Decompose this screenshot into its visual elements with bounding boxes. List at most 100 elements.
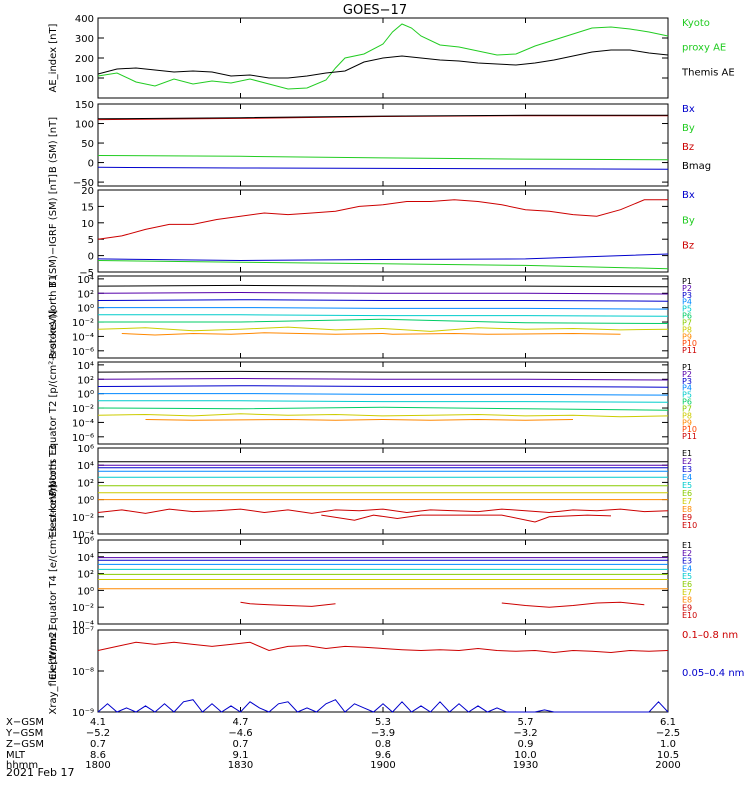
legend-entry: E3 xyxy=(682,465,692,474)
series-line xyxy=(240,601,336,607)
y-tick-label: 10⁻⁶ xyxy=(72,433,94,444)
legend-entry: P6 xyxy=(682,398,692,407)
series-line xyxy=(97,508,669,514)
chart-title: GOES−17 xyxy=(343,3,407,18)
series-line xyxy=(97,260,669,270)
x-row-value: −4.6 xyxy=(228,728,252,739)
y-tick-label: 10⁻² xyxy=(72,404,94,415)
x-row-value: 1830 xyxy=(228,760,253,771)
legend-entry: E7 xyxy=(682,588,692,597)
y-tick-label: 10⁻⁶ xyxy=(72,347,94,358)
y-tick-label: 10⁻⁴ xyxy=(72,332,94,343)
x-row-value: −3.2 xyxy=(513,728,537,739)
y-tick-label: 10⁴ xyxy=(77,553,94,564)
series-line xyxy=(98,314,669,317)
legend-entry: E2 xyxy=(682,457,692,466)
legend-entry: P5 xyxy=(682,391,692,400)
series-line xyxy=(97,377,669,381)
legend-entry: P4 xyxy=(682,384,692,393)
legend-entry: P3 xyxy=(682,377,692,386)
series-line xyxy=(97,155,669,161)
legend-entry: P7 xyxy=(682,404,692,413)
x-row-label: Z−GSM xyxy=(6,739,44,750)
series-line xyxy=(121,332,621,336)
y-axis-label: B (SM) [nT] xyxy=(48,117,59,173)
y-tick-label: 15 xyxy=(81,202,94,213)
legend-entry: By xyxy=(682,123,695,134)
legend-entry: E5 xyxy=(682,481,692,490)
x-row-label: Y−GSM xyxy=(5,728,43,739)
legend-entry: P8 xyxy=(682,325,692,334)
y-axis-label: Protons Equator T2 [p/(cm²-s-sr-keV)] xyxy=(48,310,59,497)
panel-7: 10⁻⁴ 10⁻² 10⁰ 10² 10⁴ 10⁶ Electrons Equator T4… xyxy=(48,484,697,679)
y-tick-label: 10 xyxy=(81,219,94,230)
y-tick-label: 10⁻⁴ xyxy=(72,620,94,631)
legend-entry: E9 xyxy=(682,603,692,612)
y-tick-label: 10⁰ xyxy=(77,586,94,597)
series-line xyxy=(97,291,669,295)
legend-entry: P9 xyxy=(682,332,692,341)
legend-entry: Themis AE xyxy=(681,67,735,78)
legend-entry: Bz xyxy=(682,241,694,252)
panel-6: 10⁻⁴ 10⁻² 10⁰ 10² 10⁴ 10⁶ Electrons North T3 E1… xyxy=(48,444,697,541)
legend-entry: P11 xyxy=(682,432,697,441)
y-axis-label: Xray_flux [W/m2] xyxy=(48,627,59,714)
series-line xyxy=(97,641,669,654)
series-line xyxy=(97,299,669,302)
y-axis-label: Electrons Equator T4 [e/(cm²-s-sr-keV)] xyxy=(48,484,59,679)
series-line xyxy=(97,114,668,120)
y-tick-label: −50 xyxy=(73,178,94,189)
y-tick-label: 0 xyxy=(88,159,94,170)
y-tick-label: 10² xyxy=(77,570,94,581)
legend-entry: P1 xyxy=(682,363,692,372)
legend-entry: 0.05–0.4 nm xyxy=(682,668,744,679)
y-tick-label: 10⁻⁴ xyxy=(72,530,94,541)
y-tick-label: 10⁻² xyxy=(72,318,94,329)
y-tick-label: 10⁰ xyxy=(77,390,94,401)
series-line xyxy=(97,284,669,288)
y-tick-label: 100 xyxy=(75,120,94,131)
series-line xyxy=(97,23,669,90)
series-line xyxy=(97,199,668,240)
x-row-label: hhmm xyxy=(6,760,38,771)
legend-entry: E8 xyxy=(682,505,692,514)
y-tick-label: 400 xyxy=(75,14,94,25)
legend-entry: P5 xyxy=(682,305,692,314)
legend-entry: P1 xyxy=(682,277,692,286)
series-line xyxy=(98,393,669,396)
x-row-value: 9.1 xyxy=(233,750,249,761)
legend-entry: Bz xyxy=(682,142,694,153)
series-line xyxy=(98,318,669,324)
y-tick-label: 10⁻⁹ xyxy=(72,708,94,719)
y-tick-label: 10⁻⁷ xyxy=(72,626,94,637)
x-row-value: 0.9 xyxy=(518,739,534,750)
series-line xyxy=(97,385,669,388)
y-tick-label: 10² xyxy=(77,478,94,489)
legend-entry: P3 xyxy=(682,291,692,300)
x-row-value: 5.3 xyxy=(375,717,391,728)
y-tick-label: 100 xyxy=(75,74,94,85)
legend-entry: P9 xyxy=(682,418,692,427)
y-tick-label: 150 xyxy=(75,100,94,111)
x-row-value: 1900 xyxy=(370,760,395,771)
y-tick-label: 10⁰ xyxy=(77,496,94,507)
x-row-value: 6.1 xyxy=(660,717,676,728)
y-tick-label: 10⁻² xyxy=(72,513,94,524)
series-line xyxy=(145,418,574,421)
legend-entry: E3 xyxy=(682,557,692,566)
y-tick-label: 20 xyxy=(81,186,94,197)
x-row-label: X−GSM xyxy=(6,717,44,728)
legend-entry: E4 xyxy=(682,564,692,573)
series-line xyxy=(97,370,669,374)
x-row-value: 5.7 xyxy=(518,717,534,728)
panel-5: 10⁻⁶ 10⁻⁴ 10⁻² 10⁰ 10² 10⁴ Protons Equator T2 … xyxy=(48,310,697,497)
x-row-value: 8.6 xyxy=(90,750,106,761)
legend-entry: Bmag xyxy=(682,161,711,172)
panel-1: 100 200 300 400 AE_index [nT] Kyoto proxy AE Th… xyxy=(48,14,735,99)
legend-entry: E6 xyxy=(682,580,692,589)
legend-entry: Bx xyxy=(682,190,695,201)
y-tick-label: 0 xyxy=(88,252,94,263)
y-tick-label: 300 xyxy=(75,34,94,45)
